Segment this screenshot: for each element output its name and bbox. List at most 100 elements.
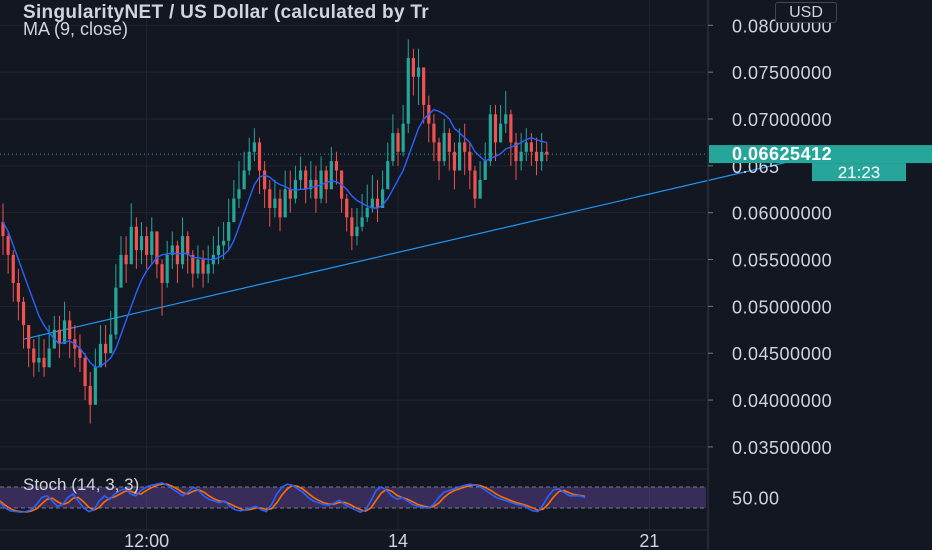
candle — [21, 297, 26, 349]
candle — [529, 133, 533, 166]
trendline[interactable] — [23, 153, 824, 340]
candle — [437, 137, 441, 180]
candle — [11, 250, 15, 302]
candle — [329, 147, 333, 190]
time-tick-label: 12:00 — [124, 531, 169, 550]
candle — [186, 231, 190, 274]
candle — [396, 128, 400, 166]
candle — [93, 348, 97, 405]
candle — [180, 217, 185, 269]
candle — [16, 268, 20, 321]
candle — [160, 259, 164, 316]
candle — [370, 175, 374, 213]
candle — [309, 161, 313, 199]
candle — [109, 311, 113, 354]
candle — [232, 179, 236, 223]
candle — [540, 133, 544, 171]
candle — [391, 114, 395, 166]
candle — [104, 325, 108, 368]
candle — [345, 193, 349, 232]
candle — [504, 90, 508, 134]
chart-title: SingularityNET / US Dollar (calculated b… — [23, 3, 429, 22]
candle — [88, 371, 92, 424]
candle — [114, 264, 118, 340]
currency-button[interactable]: USD — [775, 2, 837, 23]
stoch-k-line — [0, 481, 586, 514]
candle — [206, 245, 210, 283]
candle — [488, 104, 492, 166]
candle — [83, 353, 87, 401]
candle — [175, 240, 180, 283]
candle — [257, 137, 262, 194]
candle — [221, 222, 226, 260]
candle — [252, 128, 256, 162]
candle — [447, 128, 451, 171]
candle — [42, 339, 46, 377]
candle — [463, 123, 467, 176]
candle — [514, 133, 518, 180]
candle — [263, 161, 267, 208]
ma-indicator-label[interactable]: MA (9, close) — [23, 20, 129, 39]
candle — [334, 151, 339, 185]
candle — [375, 179, 380, 223]
price-tick-label: 0.07000000 — [732, 110, 832, 130]
candle — [57, 315, 62, 358]
stoch-indicator-label[interactable]: Stoch (14, 3, 3) — [23, 475, 140, 494]
candle — [355, 208, 359, 246]
candle — [293, 165, 298, 204]
time-tick-label: 14 — [388, 531, 408, 550]
candle — [406, 39, 410, 134]
candle — [191, 250, 195, 288]
price-tick-label: 0.04500000 — [732, 344, 832, 364]
candle — [534, 137, 539, 176]
trendline-layer — [23, 153, 824, 340]
candle — [283, 170, 287, 218]
candle — [139, 222, 144, 265]
candle — [509, 109, 513, 166]
candle — [129, 203, 133, 265]
candle — [314, 165, 318, 213]
candle — [155, 231, 159, 279]
candle — [268, 179, 272, 227]
svg-text:21:23: 21:23 — [838, 163, 881, 182]
candle — [247, 137, 251, 176]
candle — [62, 301, 67, 344]
last-price-label: 0.06625412 — [709, 144, 932, 164]
candle — [457, 128, 462, 171]
ma-line — [2, 108, 547, 369]
candle — [478, 161, 482, 199]
price-tick-label: 0.06000000 — [732, 204, 832, 224]
candle — [360, 193, 364, 232]
candle — [324, 165, 328, 204]
candle — [452, 142, 457, 190]
candle — [365, 184, 369, 223]
candle — [145, 226, 149, 269]
candle — [468, 142, 472, 190]
svg-text:0.06625412: 0.06625412 — [732, 144, 832, 164]
price-tick-label: 0.07500000 — [732, 63, 832, 83]
candle — [124, 236, 128, 283]
candle — [27, 325, 31, 368]
candle — [119, 236, 123, 288]
ma-series — [2, 108, 547, 369]
candle — [237, 161, 241, 208]
candle — [278, 189, 282, 232]
candle — [422, 67, 426, 124]
candle — [78, 334, 82, 372]
candle — [350, 208, 354, 251]
candle — [524, 128, 528, 162]
price-tick-label: 0.03500000 — [732, 438, 832, 458]
candle — [411, 48, 415, 96]
candle — [442, 118, 446, 166]
candle — [68, 311, 72, 358]
candle — [201, 250, 205, 288]
candle — [165, 240, 169, 288]
candle — [432, 114, 436, 162]
candle — [170, 231, 174, 269]
candle — [298, 156, 303, 190]
candle — [304, 165, 308, 204]
candle — [227, 198, 231, 251]
candle — [37, 334, 41, 372]
